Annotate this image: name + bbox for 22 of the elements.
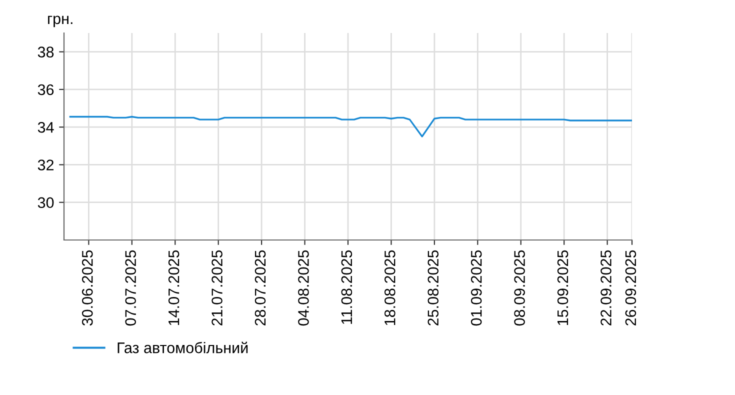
y-tick-label: 30 bbox=[38, 197, 54, 208]
y-tick-label: 36 bbox=[38, 84, 54, 96]
x-tick-label: 26.09.2025 bbox=[625, 250, 636, 326]
legend-label: Газ автомобільний bbox=[118, 342, 248, 354]
x-tick-label: 18.08.2025 bbox=[384, 250, 396, 326]
y-tick-label: 32 bbox=[38, 160, 54, 170]
x-tick-label: 25.08.2025 bbox=[428, 250, 439, 326]
x-tick-label: 14.07.2025 bbox=[168, 250, 180, 326]
x-tick-label: 07.07.2025 bbox=[125, 250, 136, 326]
x-tick-label: 15.09.2025 bbox=[557, 250, 568, 326]
x-tick-label: 08.09.2025 bbox=[514, 250, 525, 326]
x-tick-label: 22.09.2025 bbox=[600, 250, 612, 326]
x-tick-label: 11.08.2025 bbox=[341, 250, 352, 324]
x-tick-label: 30.06.2025 bbox=[82, 250, 93, 326]
x-tick-label: 04.08.2025 bbox=[298, 250, 309, 326]
x-tick-label: 21.07.2025 bbox=[212, 250, 222, 326]
x-tick-label: 01.09.2025 bbox=[470, 250, 482, 326]
y-tick-label: 38 bbox=[38, 46, 54, 58]
x-tick-label: 28.07.2025 bbox=[254, 250, 266, 326]
line-series bbox=[69, 116, 632, 138]
y-tick-label: 34 bbox=[38, 122, 54, 133]
y-axis-title: грн. bbox=[48, 16, 72, 28]
